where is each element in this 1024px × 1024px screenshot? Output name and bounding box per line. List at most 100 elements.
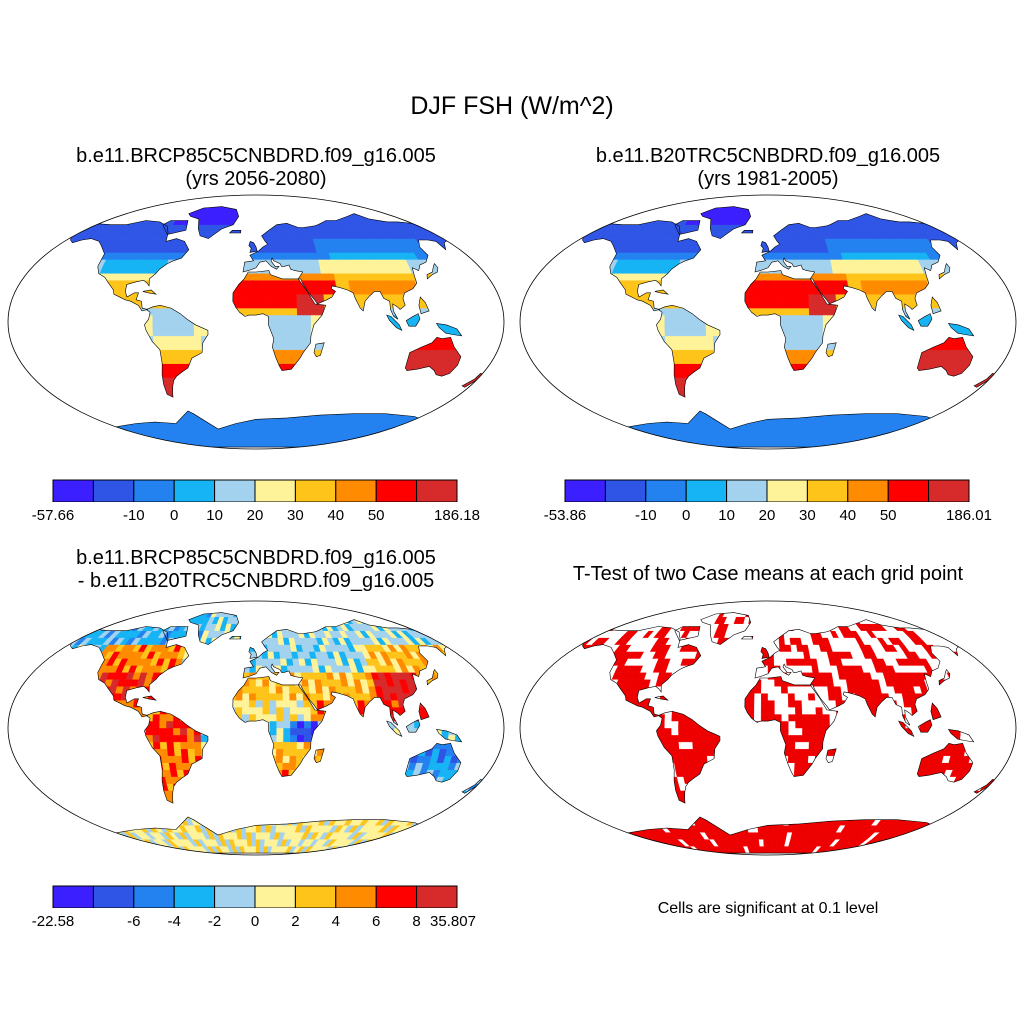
colorbar-difference: -22.58 -6 -4 -2 0 2 4 6 8 35.807 — [0, 882, 512, 932]
coast-baffin — [674, 220, 701, 235]
map-border — [7, 600, 505, 856]
coast-northAmerica — [70, 220, 190, 312]
map-historical — [518, 193, 1018, 451]
colorbar-swatch — [806, 479, 849, 502]
coast-japan — [426, 669, 439, 686]
coast-africa — [232, 270, 327, 371]
panel-title-line: b.e11.B20TRC5CNBDRD.f09_g16.005 — [595, 145, 941, 167]
coast-cuba — [142, 289, 157, 295]
coast-uk — [248, 241, 258, 253]
coast-europeAsia — [754, 213, 966, 320]
coast-iceland — [228, 636, 242, 640]
colorbar-tick-label: 35.807 — [430, 913, 476, 930]
coast-japan — [426, 263, 439, 280]
coast-madagascar — [825, 748, 837, 764]
colorbar-swatch — [92, 885, 135, 908]
map-border — [519, 600, 1017, 856]
colorbar-swatch — [766, 479, 808, 502]
colorbar-tick-label: 0 — [170, 507, 179, 524]
colorbar-tick-label: 186.01 — [946, 507, 992, 524]
colorbar-swatch — [847, 479, 889, 502]
coast-philippines — [418, 702, 430, 721]
colorbar-svg — [564, 479, 970, 502]
coast-australia — [404, 742, 462, 783]
coast-northAmerica — [70, 626, 190, 718]
map-border — [519, 194, 1017, 450]
coast-newGuinea — [947, 323, 975, 337]
colorbar-swatch — [254, 885, 296, 908]
panel-title-historical: b.e11.B20TRC5CNBDRD.f09_g16.005 (yrs 198… — [528, 145, 1008, 191]
colorbar-historical: -53.86 -10 0 10 20 30 40 50 186.01 — [512, 476, 1024, 526]
colorbar-tick-label: 0 — [250, 913, 260, 930]
colorbar-future: -57.66 -10 0 10 20 30 40 50 186.18 — [0, 476, 512, 526]
map-future — [6, 193, 506, 451]
colorbar-swatch — [604, 479, 647, 502]
coast-southAmerica — [656, 710, 721, 804]
colorbar-tick-label: 40 — [839, 507, 857, 524]
coast-iceland — [740, 230, 754, 234]
coast-newGuinea — [435, 729, 463, 743]
colorbar-tick-label: -4 — [167, 913, 181, 930]
coast-newGuinea — [435, 323, 463, 337]
coast-newGuinea — [947, 729, 975, 743]
coast-sumatra — [386, 720, 403, 737]
coast-madagascar — [313, 342, 325, 358]
colorbar-tick-label: -10 — [122, 507, 145, 524]
colorbar-swatch — [564, 479, 606, 502]
coast-baffin — [674, 626, 701, 641]
coast-borneo — [405, 313, 421, 327]
colorbar-tick-label: 0 — [682, 507, 691, 524]
colorbar-tick-label: 10 — [718, 507, 735, 524]
coast-africa — [232, 676, 327, 777]
colorbar-tick-label: -22.58 — [31, 913, 75, 930]
land-field — [582, 612, 997, 854]
coast-japan — [938, 669, 951, 686]
coastlines — [582, 612, 998, 854]
coast-africa — [744, 270, 839, 371]
colorbar-swatch — [214, 885, 256, 908]
map-svg — [519, 600, 1017, 856]
colorbar-tick-label: 30 — [287, 507, 304, 524]
coast-baffin — [162, 626, 189, 641]
coast-borneo — [917, 719, 933, 733]
coast-greenland — [700, 206, 752, 239]
coast-madagascar — [313, 748, 325, 764]
colorbar-tick-label: -6 — [127, 913, 141, 930]
coast-uk — [760, 241, 770, 253]
coast-borneo — [917, 313, 933, 327]
coast-borneo — [405, 719, 421, 733]
colorbar-swatch — [173, 885, 216, 908]
coast-africa — [744, 676, 839, 777]
colorbar-swatch — [375, 885, 418, 908]
colorbar-swatch — [645, 479, 687, 502]
colorbar-svg — [52, 885, 458, 908]
coastlines — [70, 206, 486, 448]
map-svg — [7, 600, 505, 856]
map-border — [7, 194, 505, 450]
coast-europeAsia — [242, 619, 454, 726]
colorbar-tick-label: 50 — [879, 507, 897, 524]
coast-sumatra — [898, 720, 915, 737]
coast-philippines — [930, 296, 942, 315]
coast-australia — [404, 336, 462, 377]
colorbar-swatch — [52, 885, 94, 908]
panel-title-line: b.e11.BRCP85C5CNBDRD.f09_g16.005 — [76, 145, 436, 167]
coast-greenland — [188, 206, 240, 239]
colorbar-tick-label: 20 — [758, 507, 776, 524]
panel-subtitle-line: (yrs 1981-2005) — [697, 168, 839, 190]
colorbar-swatch — [214, 479, 256, 502]
land-field — [70, 206, 485, 448]
coast-southAmerica — [144, 304, 209, 398]
colorbar-tick-label: 4 — [331, 913, 340, 930]
coast-iceland — [228, 230, 242, 234]
colorbar-swatch — [294, 885, 337, 908]
panel-subtitle-line: - b.e11.B20TRC5CNBDRD.f09_g16.005 — [77, 570, 435, 592]
coast-southAmerica — [656, 304, 721, 398]
coast-japan — [938, 263, 951, 280]
colorbar-tick-label: -10 — [634, 507, 657, 524]
colorbar-swatch — [254, 479, 296, 502]
colorbar-swatch — [335, 479, 377, 502]
coast-southAmerica — [144, 710, 209, 804]
panel-title-line: b.e11.BRCP85C5CNBDRD.f09_g16.005 — [76, 547, 436, 569]
colorbar-swatch — [133, 885, 175, 908]
